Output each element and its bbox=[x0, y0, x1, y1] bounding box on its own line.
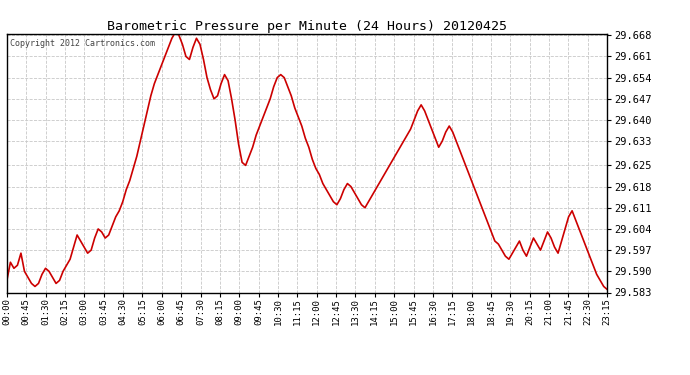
Text: Copyright 2012 Cartronics.com: Copyright 2012 Cartronics.com bbox=[10, 39, 155, 48]
Title: Barometric Pressure per Minute (24 Hours) 20120425: Barometric Pressure per Minute (24 Hours… bbox=[107, 20, 507, 33]
